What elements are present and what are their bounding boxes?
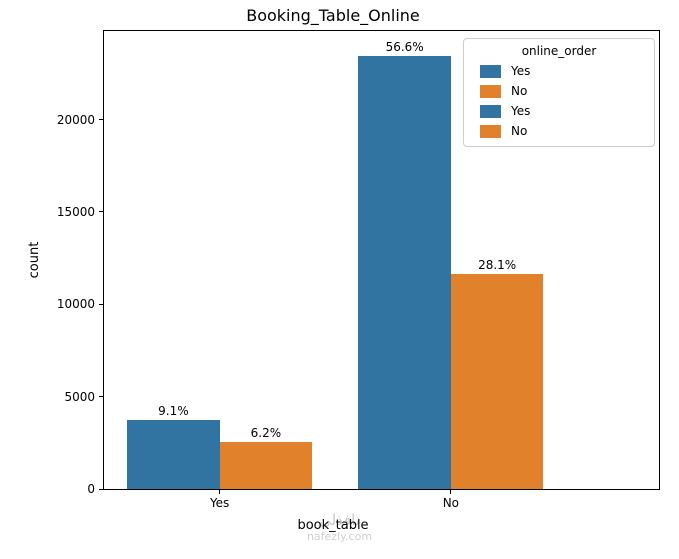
y-tick-label: 5000 — [64, 389, 95, 404]
bar-no-no — [450, 274, 544, 489]
bar-value-label: 9.1% — [158, 403, 189, 418]
legend-item: Yes — [472, 61, 646, 81]
legend-swatch — [480, 124, 501, 138]
y-tick-label: 20000 — [56, 112, 95, 127]
legend-label: Yes — [511, 104, 531, 118]
y-tick-mark — [99, 303, 103, 305]
x-tick-mark — [450, 490, 452, 494]
y-tick-label: 10000 — [56, 297, 95, 312]
y-tick-mark — [99, 488, 103, 490]
legend-item: No — [472, 121, 646, 141]
watermark-domain-text: nafezly.com — [306, 530, 373, 543]
bar-value-label: 6.2% — [250, 425, 282, 440]
legend-swatch — [480, 84, 501, 98]
legend-label: Yes — [511, 64, 531, 78]
legend-label: No — [511, 124, 528, 138]
x-tick-label: Yes — [209, 496, 230, 510]
bar-yes-yes — [127, 419, 220, 489]
y-tick-label: 15000 — [56, 204, 95, 219]
bar-value-label: 28.1% — [478, 258, 517, 273]
x-tick-mark — [219, 490, 221, 494]
legend-item: Yes — [472, 101, 646, 121]
y-axis-label: count — [27, 241, 42, 279]
x-tick-label: No — [442, 496, 460, 510]
legend-label: No — [511, 84, 528, 98]
y-tick-mark — [99, 211, 103, 213]
y-tick-label: 0 — [87, 482, 95, 496]
legend-swatch — [480, 64, 501, 78]
y-tick-mark — [99, 119, 103, 121]
y-tick-mark — [99, 396, 103, 398]
legend: online_order Yes No Yes No — [463, 38, 655, 147]
watermark-arabic-text: نافذلي — [319, 511, 360, 529]
legend-title: online_order — [521, 44, 597, 58]
legend-item: No — [472, 81, 646, 101]
bar-value-label: 56.6% — [385, 40, 424, 55]
legend-swatch — [480, 104, 501, 118]
x-axis-label: book_table — [297, 518, 369, 533]
plot-area: 0 5000 10000 15000 20000 Yes No 9.1% 56.6% 6.2% 28… — [57, 30, 660, 510]
chart-title: Booking_Table_Online — [246, 6, 420, 25]
bar-yes-no — [219, 441, 313, 489]
watermark: نافذلي nafezly.com — [0, 511, 679, 544]
bar-no-yes — [358, 56, 451, 489]
